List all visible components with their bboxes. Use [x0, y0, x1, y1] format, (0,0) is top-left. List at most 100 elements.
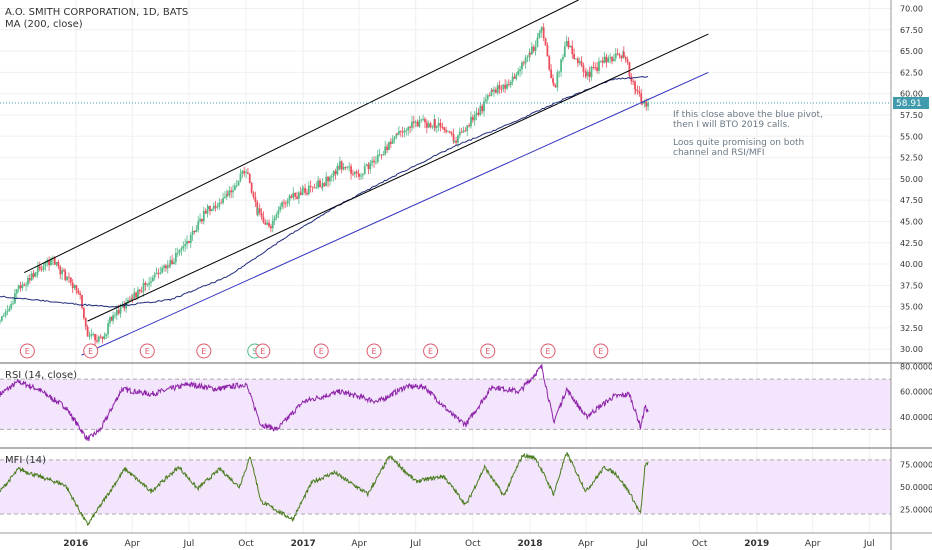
- candle-body[interactable]: [284, 203, 287, 205]
- candle-body[interactable]: [319, 180, 321, 188]
- candle-body[interactable]: [334, 171, 337, 175]
- candle-body[interactable]: [21, 284, 24, 289]
- candle-body[interactable]: [77, 290, 80, 294]
- candle-body[interactable]: [363, 165, 366, 175]
- candle-body[interactable]: [88, 335, 91, 337]
- candle-body[interactable]: [414, 121, 417, 123]
- candle-body[interactable]: [562, 56, 564, 60]
- candle-body[interactable]: [479, 105, 482, 115]
- candle-body[interactable]: [306, 192, 308, 195]
- rsi-pane-title[interactable]: RSI (14, close): [5, 370, 77, 381]
- candle-body[interactable]: [336, 165, 339, 175]
- candle-body[interactable]: [445, 130, 448, 132]
- candle-body[interactable]: [556, 72, 559, 88]
- candle-body[interactable]: [220, 202, 223, 204]
- candle-body[interactable]: [197, 221, 200, 230]
- candle-body[interactable]: [484, 99, 487, 102]
- candle-body[interactable]: [119, 307, 122, 314]
- candle-body[interactable]: [204, 210, 207, 214]
- candle-body[interactable]: [0, 316, 3, 321]
- candle-body[interactable]: [180, 248, 183, 251]
- candle-body[interactable]: [609, 56, 612, 59]
- candle-body[interactable]: [71, 282, 74, 288]
- candle-body[interactable]: [101, 336, 104, 339]
- candle-body[interactable]: [79, 293, 82, 296]
- candle-body[interactable]: [114, 315, 116, 317]
- candle-body[interactable]: [340, 161, 343, 170]
- candle-body[interactable]: [384, 146, 387, 155]
- candle-body[interactable]: [429, 123, 432, 128]
- candle-body[interactable]: [161, 267, 164, 273]
- candle-body[interactable]: [506, 84, 508, 89]
- candle-body[interactable]: [125, 302, 128, 309]
- candle-body[interactable]: [301, 189, 304, 195]
- candle-body[interactable]: [464, 130, 467, 132]
- candle-body[interactable]: [94, 333, 96, 341]
- candle-body[interactable]: [321, 183, 324, 188]
- candle-body[interactable]: [174, 252, 177, 263]
- candle-body[interactable]: [399, 130, 402, 132]
- candle-body[interactable]: [59, 266, 62, 275]
- candle-body[interactable]: [189, 235, 192, 243]
- candle-body[interactable]: [626, 59, 629, 63]
- candle-body[interactable]: [536, 37, 539, 47]
- note-annotation[interactable]: If this close above the blue pivot, then…: [673, 110, 823, 158]
- candle-body[interactable]: [258, 208, 261, 213]
- candle-body[interactable]: [37, 266, 39, 272]
- candle-body[interactable]: [140, 291, 143, 293]
- candle-body[interactable]: [250, 183, 253, 193]
- candle-body[interactable]: [327, 176, 329, 182]
- rsi-line[interactable]: [0, 364, 649, 442]
- candle-body[interactable]: [546, 45, 549, 57]
- candle-body[interactable]: [137, 289, 139, 298]
- candle-body[interactable]: [315, 187, 318, 189]
- mfi-pane-title[interactable]: MFI (14): [5, 455, 46, 466]
- candle-body[interactable]: [389, 141, 392, 144]
- candle-body[interactable]: [494, 89, 497, 93]
- candle-body[interactable]: [218, 202, 221, 207]
- candle-body[interactable]: [509, 81, 512, 85]
- candle-body[interactable]: [624, 57, 627, 60]
- candle-body[interactable]: [330, 175, 333, 178]
- candle-body[interactable]: [313, 187, 316, 189]
- candle-body[interactable]: [277, 210, 280, 215]
- candle-body[interactable]: [540, 27, 543, 31]
- candle-body[interactable]: [488, 95, 491, 97]
- candle-body[interactable]: [103, 335, 106, 339]
- candle-body[interactable]: [586, 71, 589, 77]
- candle-body[interactable]: [252, 192, 255, 198]
- candle-body[interactable]: [526, 56, 529, 58]
- candle-body[interactable]: [611, 56, 613, 62]
- candle-body[interactable]: [226, 194, 229, 196]
- candle-body[interactable]: [131, 297, 134, 299]
- candle-body[interactable]: [115, 310, 118, 316]
- candle-body[interactable]: [405, 130, 408, 132]
- candle-body[interactable]: [638, 91, 641, 94]
- candle-body[interactable]: [580, 61, 583, 66]
- candle-body[interactable]: [540, 30, 543, 33]
- candle-body[interactable]: [607, 58, 610, 63]
- candle-body[interactable]: [550, 69, 553, 79]
- channel-upper-trendline[interactable]: [24, 0, 579, 274]
- candle-body[interactable]: [491, 90, 494, 92]
- earnings-marker[interactable]: E: [196, 343, 212, 359]
- candle-body[interactable]: [40, 269, 43, 271]
- candle-body[interactable]: [144, 282, 147, 286]
- candle-body[interactable]: [195, 229, 198, 233]
- candle-body[interactable]: [275, 214, 278, 218]
- candle-body[interactable]: [225, 194, 228, 197]
- candle-body[interactable]: [133, 292, 136, 299]
- candle-body[interactable]: [594, 67, 597, 69]
- candle-body[interactable]: [201, 218, 203, 222]
- candle-body[interactable]: [529, 52, 531, 55]
- candle-body[interactable]: [245, 172, 247, 174]
- candle-body[interactable]: [171, 260, 174, 265]
- candle-body[interactable]: [628, 62, 631, 77]
- candle-body[interactable]: [369, 162, 372, 170]
- candle-body[interactable]: [558, 71, 561, 73]
- candle-body[interactable]: [193, 230, 196, 233]
- candle-body[interactable]: [64, 271, 67, 281]
- candle-body[interactable]: [544, 38, 547, 46]
- candle-body[interactable]: [344, 166, 347, 168]
- candle-body[interactable]: [367, 164, 370, 170]
